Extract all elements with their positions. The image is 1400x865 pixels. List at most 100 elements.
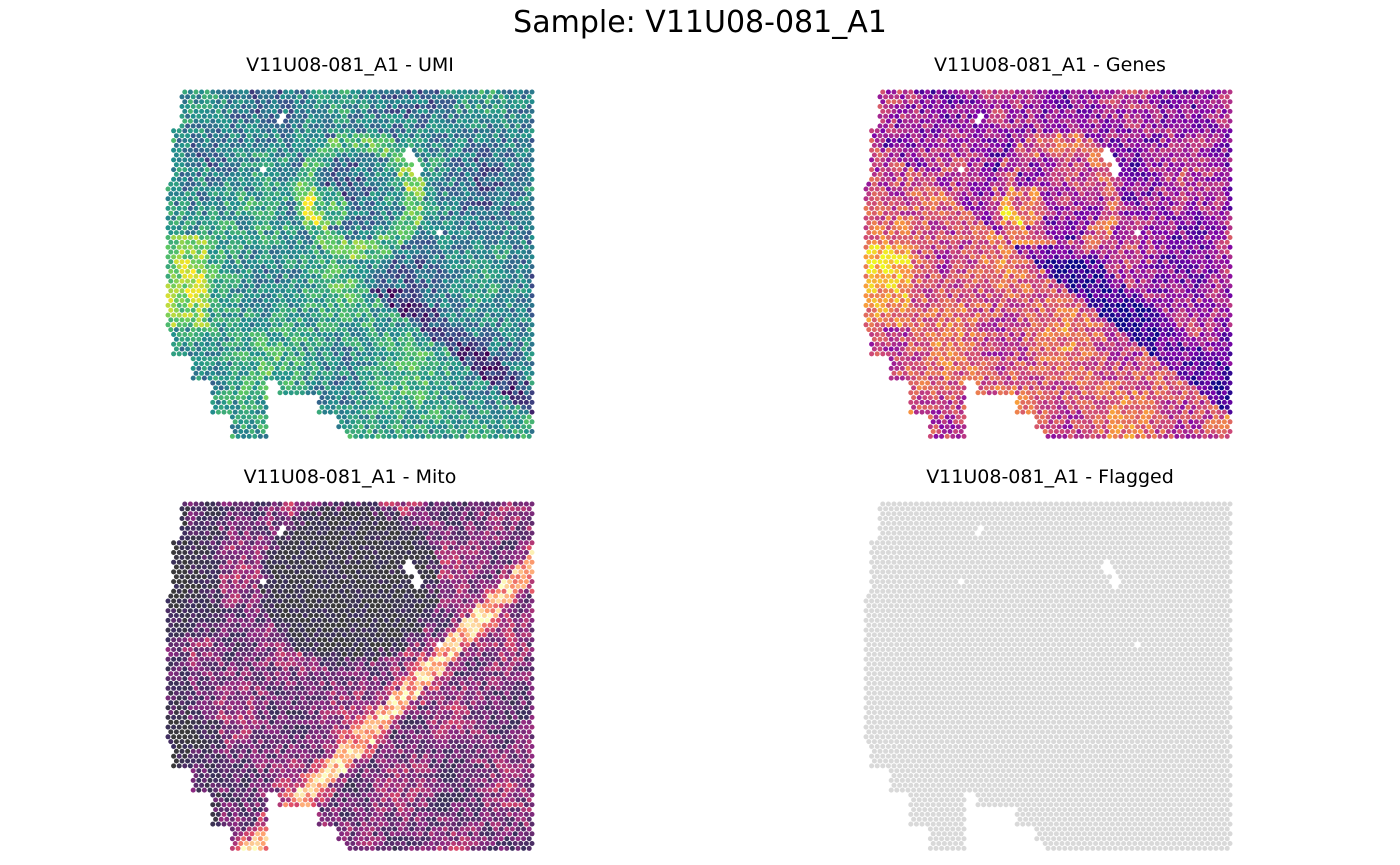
spot bbox=[397, 133, 403, 139]
spot bbox=[386, 259, 392, 265]
spot bbox=[260, 293, 266, 299]
spot bbox=[252, 230, 258, 236]
spot bbox=[1003, 118, 1009, 124]
spot bbox=[283, 283, 289, 289]
spot bbox=[434, 429, 440, 434]
spot bbox=[417, 390, 423, 396]
spot bbox=[425, 278, 431, 284]
spot bbox=[308, 365, 314, 371]
spot bbox=[372, 283, 378, 289]
spot bbox=[437, 162, 443, 168]
spot bbox=[327, 361, 333, 367]
spot bbox=[470, 133, 476, 139]
spot bbox=[350, 322, 356, 328]
spot bbox=[395, 419, 401, 425]
spot bbox=[193, 215, 199, 221]
spot bbox=[218, 201, 224, 206]
spot bbox=[364, 385, 370, 391]
spot bbox=[473, 108, 479, 114]
spot bbox=[361, 390, 367, 396]
spot bbox=[358, 210, 364, 216]
spot bbox=[515, 142, 521, 148]
spot bbox=[369, 181, 375, 187]
spot bbox=[221, 196, 227, 202]
spot bbox=[414, 395, 420, 401]
spot bbox=[288, 215, 294, 221]
spot bbox=[1205, 128, 1211, 134]
spot bbox=[182, 128, 188, 134]
spot bbox=[1224, 113, 1230, 119]
spot bbox=[252, 307, 258, 313]
spot bbox=[453, 113, 459, 119]
spot bbox=[1151, 94, 1157, 100]
spot bbox=[187, 254, 193, 260]
spot bbox=[403, 123, 409, 129]
spot bbox=[302, 307, 308, 313]
spot bbox=[1023, 94, 1029, 100]
spot bbox=[462, 399, 468, 405]
spot bbox=[467, 322, 473, 328]
spot bbox=[369, 278, 375, 284]
spot bbox=[1185, 113, 1191, 119]
spot bbox=[353, 123, 359, 129]
spot bbox=[221, 186, 227, 192]
spot bbox=[507, 108, 513, 114]
spot bbox=[1031, 108, 1037, 114]
spot bbox=[512, 380, 518, 386]
spot bbox=[266, 215, 272, 221]
spot bbox=[425, 191, 431, 197]
spot bbox=[238, 312, 244, 318]
spot bbox=[428, 302, 434, 308]
spot bbox=[190, 220, 196, 226]
spot bbox=[526, 307, 532, 313]
spot bbox=[361, 312, 367, 318]
spot bbox=[1000, 113, 1006, 119]
spot bbox=[193, 235, 199, 240]
spot bbox=[369, 171, 375, 177]
spot bbox=[249, 186, 255, 192]
spot bbox=[473, 273, 479, 279]
spot bbox=[213, 230, 219, 236]
spot bbox=[442, 395, 448, 401]
spot bbox=[490, 186, 496, 192]
spot bbox=[504, 385, 510, 391]
spot bbox=[392, 133, 398, 139]
spot bbox=[316, 167, 322, 173]
spot bbox=[347, 298, 353, 303]
spot bbox=[361, 215, 367, 221]
spot bbox=[389, 176, 395, 182]
spot bbox=[297, 220, 303, 226]
spot bbox=[308, 142, 314, 148]
spot bbox=[411, 409, 417, 415]
spot bbox=[389, 225, 395, 231]
spot bbox=[1115, 128, 1121, 134]
spot bbox=[386, 385, 392, 391]
spot bbox=[241, 201, 247, 206]
spot bbox=[1221, 99, 1227, 105]
spot bbox=[501, 108, 507, 114]
spot bbox=[227, 147, 233, 153]
spot bbox=[213, 94, 219, 100]
spot bbox=[448, 171, 454, 177]
spot bbox=[255, 429, 261, 434]
spot bbox=[327, 235, 333, 240]
spot bbox=[389, 196, 395, 202]
spot bbox=[442, 317, 448, 323]
spot bbox=[395, 264, 401, 270]
spot bbox=[462, 118, 468, 124]
spot bbox=[395, 89, 401, 95]
spot bbox=[484, 99, 490, 105]
spot bbox=[529, 147, 535, 153]
spot bbox=[501, 341, 507, 347]
spot bbox=[339, 370, 345, 376]
spot bbox=[473, 264, 479, 270]
spot bbox=[355, 254, 361, 260]
spot bbox=[232, 244, 238, 250]
spot bbox=[339, 341, 345, 347]
spot bbox=[218, 288, 224, 294]
spot bbox=[339, 108, 345, 114]
spot bbox=[490, 215, 496, 221]
spot bbox=[498, 404, 504, 410]
spot bbox=[473, 118, 479, 124]
spot bbox=[193, 264, 199, 270]
